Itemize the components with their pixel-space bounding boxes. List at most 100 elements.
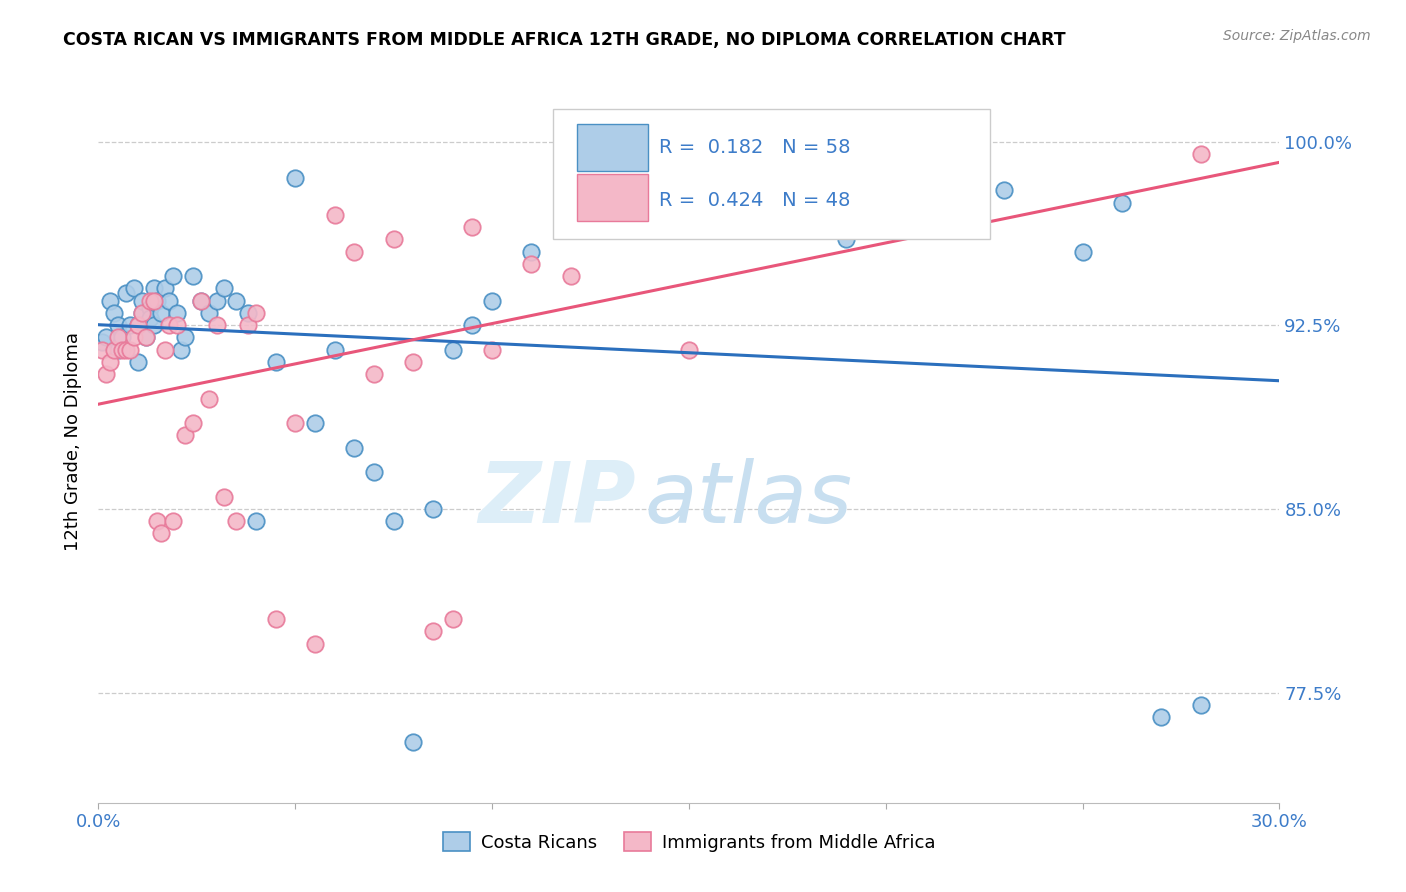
Point [138,293,160,308]
Legend: Costa Ricans, Immigrants from Middle Africa: Costa Ricans, Immigrants from Middle Afr… [436,824,942,859]
Point [599,220,621,235]
Point [111,330,134,344]
Point [98,293,121,308]
Point [107,343,129,357]
Point [107,330,129,344]
Point [245,306,267,320]
Text: Source: ZipAtlas.com: Source: ZipAtlas.com [1223,29,1371,43]
Point [1150,710,1173,724]
Point [142,293,165,308]
Point [181,416,204,430]
Point [118,318,141,333]
Point [166,306,188,320]
Text: COSTA RICAN VS IMMIGRANTS FROM MIDDLE AFRICA 12TH GRADE, NO DIPLOMA CORRELATION : COSTA RICAN VS IMMIGRANTS FROM MIDDLE AF… [63,31,1066,49]
Point [91,343,114,357]
Point [422,502,444,516]
Point [142,281,165,295]
Text: ZIP: ZIP [478,458,636,541]
Text: R =  0.182   N = 58: R = 0.182 N = 58 [659,138,851,157]
Point [993,184,1015,198]
Point [264,355,287,369]
Point [127,318,149,333]
Point [197,306,219,320]
Point [363,465,385,479]
Point [122,281,145,295]
Point [146,514,169,528]
Point [155,343,177,357]
Point [135,330,157,344]
Point [96,330,118,344]
Point [599,195,621,210]
Point [135,330,157,344]
Point [236,318,259,333]
Point [481,343,503,357]
Point [157,318,180,333]
Point [363,367,385,381]
Point [127,318,149,333]
Point [343,441,366,455]
Point [756,122,779,136]
Point [481,293,503,308]
Point [96,367,118,381]
Point [131,306,153,320]
Point [520,244,543,259]
Point [131,306,153,320]
Point [304,637,326,651]
Point [138,301,160,315]
Point [138,310,160,325]
Point [1071,244,1094,259]
Point [155,281,177,295]
Point [284,416,307,430]
Point [190,293,212,308]
Point [382,232,405,246]
Point [1189,146,1212,161]
Point [461,318,484,333]
Point [264,612,287,626]
Point [284,171,307,186]
Point [225,514,247,528]
Point [835,232,858,246]
Point [127,355,149,369]
Point [323,208,346,222]
Point [174,428,197,442]
Point [225,293,247,308]
Point [107,318,129,333]
Point [205,318,228,333]
Text: atlas: atlas [644,458,852,541]
Point [103,306,125,320]
Point [146,293,169,308]
Point [422,624,444,639]
FancyBboxPatch shape [553,109,990,239]
Point [461,220,484,235]
Point [402,355,425,369]
FancyBboxPatch shape [576,124,648,170]
Point [756,184,779,198]
Point [205,293,228,308]
Point [115,286,138,301]
Point [166,318,188,333]
Point [103,343,125,357]
Point [343,244,366,259]
Point [245,514,267,528]
Point [304,416,326,430]
Point [118,343,141,357]
Point [174,330,197,344]
Point [197,392,219,406]
Point [678,343,700,357]
Point [214,490,236,504]
Point [560,269,582,284]
Point [678,208,700,222]
Point [150,306,173,320]
Point [131,293,153,308]
Point [441,343,464,357]
Point [162,269,184,284]
Point [170,343,193,357]
FancyBboxPatch shape [576,174,648,221]
Point [1189,698,1212,712]
Point [98,355,121,369]
Point [157,293,180,308]
Y-axis label: 12th Grade, No Diploma: 12th Grade, No Diploma [63,332,82,551]
Point [142,318,165,333]
Point [382,514,405,528]
Point [91,335,114,350]
